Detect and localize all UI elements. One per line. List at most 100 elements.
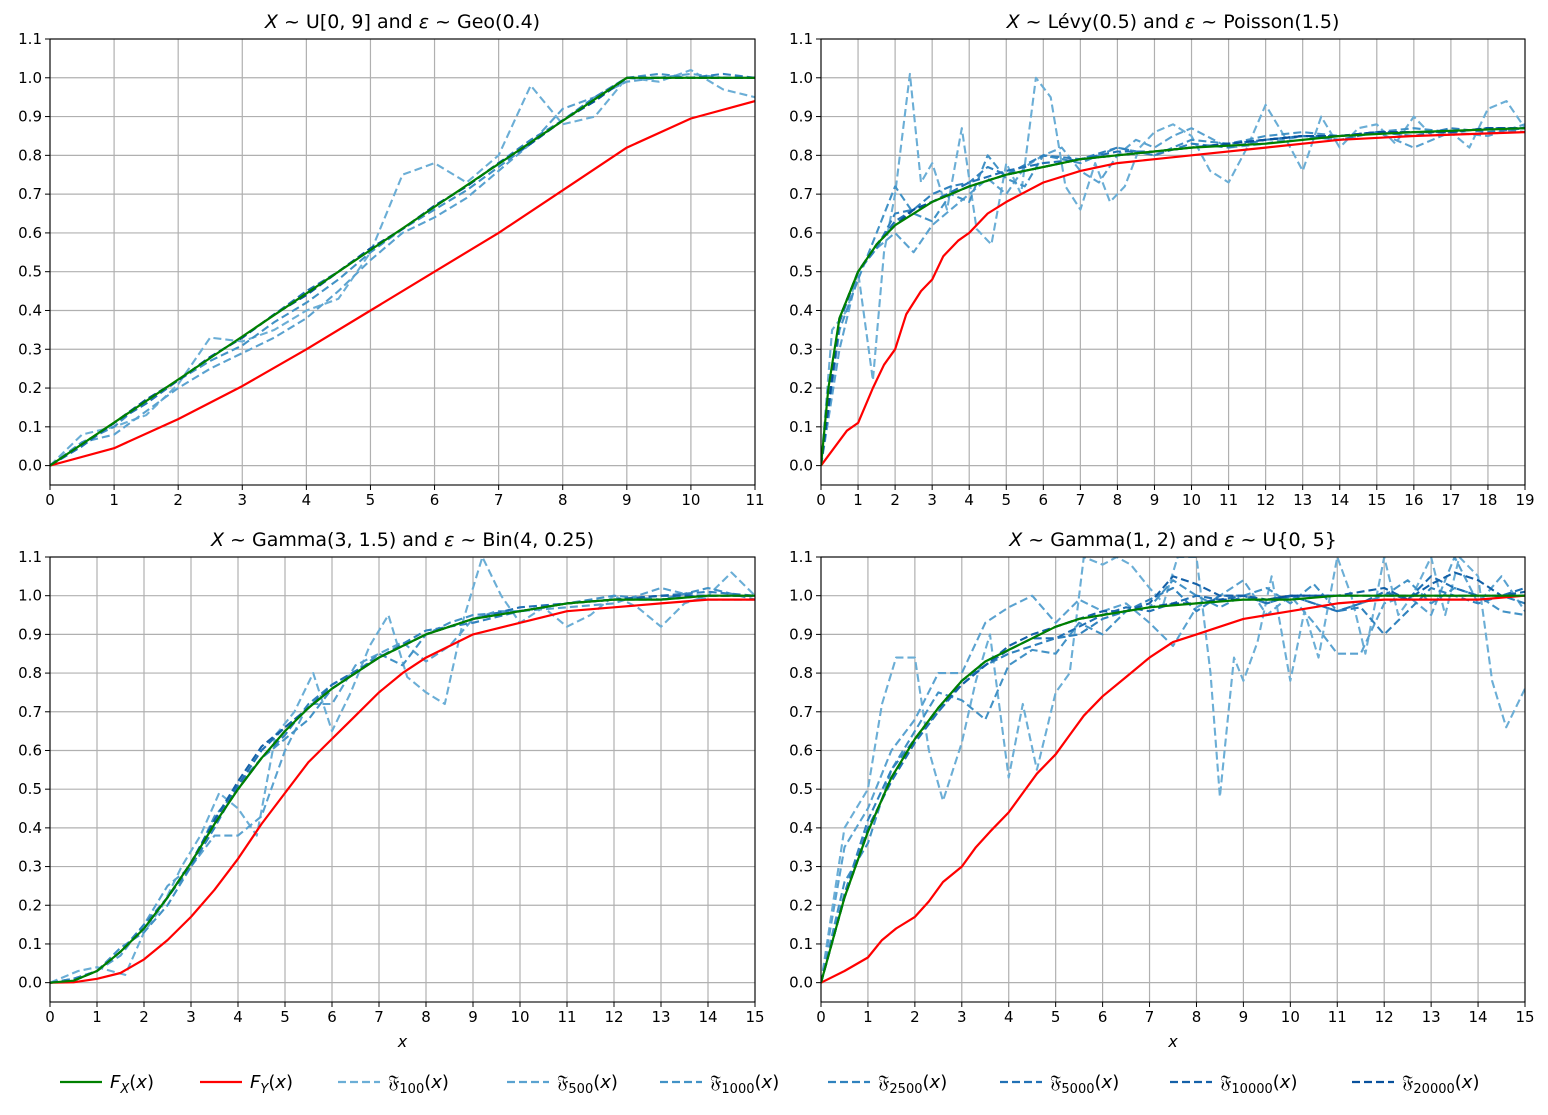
- x-tick-label: 5: [1051, 1008, 1061, 1026]
- x-tick-label: 1: [92, 1008, 102, 1026]
- y-tick-label: 0.7: [789, 703, 813, 721]
- x-tick-label: 2: [890, 491, 900, 509]
- y-tick-label: 0.1: [789, 418, 813, 436]
- y-tick-label: 0.4: [18, 301, 42, 319]
- x-tick-label: 1: [863, 1008, 873, 1026]
- x-tick-label: 2: [910, 1008, 920, 1026]
- x-tick-label: 7: [374, 1008, 384, 1026]
- chart-title: X ~ Lévy(0.5) and ε ~ Poisson(1.5): [1006, 11, 1340, 33]
- x-tick-label: 15: [745, 1008, 764, 1026]
- x-tick-label: 9: [622, 491, 632, 509]
- x-tick-label: 3: [957, 1008, 967, 1026]
- subplot-top-left: 0 1 2 3 4 5 6 7 8 9 10 11 0.0 0.1 0.2 0.3 0.4 0.5 0.6 0.7 0.…: [18, 11, 764, 509]
- series-line: [821, 72, 1525, 466]
- legend-label: 𝔉500(x): [557, 1072, 618, 1097]
- chart-title: X ~ U[0, 9] and ε ~ Geo(0.4): [264, 11, 540, 33]
- x-tick-label: 12: [1256, 491, 1275, 509]
- x-tick-label: 4: [233, 1008, 243, 1026]
- x-tick-label: 15: [1515, 1008, 1534, 1026]
- x-tick-label: 14: [1469, 1008, 1488, 1026]
- y-tick-label: 0.5: [18, 263, 42, 281]
- legend-label: FX(x): [110, 1072, 154, 1097]
- y-tick-label: 0.5: [789, 780, 813, 798]
- x-tick-label: 3: [186, 1008, 196, 1026]
- plot-frame: [820, 556, 1526, 1003]
- series-line: [821, 579, 1525, 983]
- y-tick-label: 0.6: [18, 224, 42, 242]
- x-tick-label: 9: [468, 1008, 478, 1026]
- y-tick-label: 0.9: [789, 108, 813, 126]
- y-tick-label: 0.3: [789, 858, 813, 876]
- series-line: [821, 127, 1525, 466]
- y-tick-label: 1.0: [789, 587, 813, 605]
- series-line: [821, 586, 1525, 983]
- x-tick-label: 3: [927, 491, 937, 509]
- y-tick-label: 0.0: [18, 457, 42, 475]
- y-tick-label: 0.0: [789, 974, 813, 992]
- series-line: [821, 127, 1525, 466]
- y-tick-label: 0.5: [18, 780, 42, 798]
- series-line: [50, 598, 755, 984]
- series-line: [50, 586, 755, 984]
- y-tick-label: 1.1: [18, 30, 42, 48]
- x-tick-label: 19: [1515, 491, 1534, 509]
- y-tick-label: 0.7: [789, 185, 813, 203]
- y-tick-label: 0.2: [18, 379, 42, 397]
- series-line: [821, 123, 1525, 466]
- y-tick-label: 0.2: [789, 896, 813, 914]
- y-tick-label: 0.9: [18, 108, 42, 126]
- y-tick-label: 0.8: [18, 664, 42, 682]
- x-tick-label: 10: [510, 1008, 529, 1026]
- plot-frame: [820, 38, 1526, 486]
- y-tick-label: 0.9: [18, 625, 42, 643]
- legend-label: 𝔉100(x): [388, 1072, 449, 1097]
- x-tick-label: 11: [1328, 1008, 1347, 1026]
- y-tick-label: 1.1: [789, 30, 813, 48]
- y-tick-label: 0.2: [789, 379, 813, 397]
- y-tick-label: 0.0: [789, 457, 813, 475]
- x-tick-label: 2: [139, 1008, 149, 1026]
- y-tick-label: 0.8: [789, 146, 813, 164]
- x-axis-label: x: [1167, 1032, 1178, 1051]
- plot-frame: [49, 556, 756, 1003]
- plot-frame: [49, 38, 756, 486]
- y-tick-label: 0.5: [789, 263, 813, 281]
- x-tick-label: 17: [1441, 491, 1460, 509]
- series-line: [50, 100, 755, 467]
- y-tick-label: 0.9: [789, 625, 813, 643]
- x-tick-label: 10: [1281, 1008, 1300, 1026]
- subplot-bottom-left: 0 1 2 3 4 5 6 7 8 9 10 11 12 13 14 150.00.10.20.30.40.5…: [18, 529, 764, 1051]
- y-tick-label: 0.3: [18, 858, 42, 876]
- x-tick-label: 5: [366, 491, 376, 509]
- legend-label: 𝔉2500(x): [878, 1072, 947, 1097]
- series-line: [821, 127, 1525, 466]
- series-line: [821, 575, 1525, 983]
- series-line: [821, 127, 1525, 466]
- y-tick-label: 0.7: [18, 703, 42, 721]
- x-tick-label: 13: [651, 1008, 670, 1026]
- x-tick-label: 5: [1001, 491, 1011, 509]
- y-tick-label: 0.1: [789, 935, 813, 953]
- x-tick-label: 0: [816, 1008, 826, 1026]
- series-line: [50, 590, 755, 984]
- x-tick-label: 2: [173, 491, 183, 509]
- x-tick-label: 7: [1145, 1008, 1155, 1026]
- x-tick-label: 12: [604, 1008, 623, 1026]
- y-tick-label: 0.7: [18, 185, 42, 203]
- y-tick-label: 0.4: [789, 819, 813, 837]
- series-line: [50, 594, 755, 984]
- y-tick-label: 0.8: [18, 146, 42, 164]
- subplot-bottom-right: 0 1 2 3 4 5 6 7 8 9 10 11 12 13 14 150.00.10.20.30.40.5…: [789, 529, 1534, 1051]
- x-tick-label: 12: [1375, 1008, 1394, 1026]
- x-tick-label: 8: [1113, 491, 1123, 509]
- series-line: [821, 127, 1525, 466]
- x-tick-label: 1: [853, 491, 863, 509]
- legend: FX(x) FY(x) 𝔉100(x) 𝔉500(x) 𝔉1000(x) 𝔉2500(x)…: [60, 1072, 1479, 1097]
- y-tick-label: 0.6: [789, 741, 813, 759]
- y-tick-label: 1.0: [18, 69, 42, 87]
- x-tick-label: 4: [302, 491, 312, 509]
- x-tick-label: 8: [1192, 1008, 1202, 1026]
- y-tick-label: 1.1: [789, 548, 813, 566]
- y-tick-label: 0.3: [789, 340, 813, 358]
